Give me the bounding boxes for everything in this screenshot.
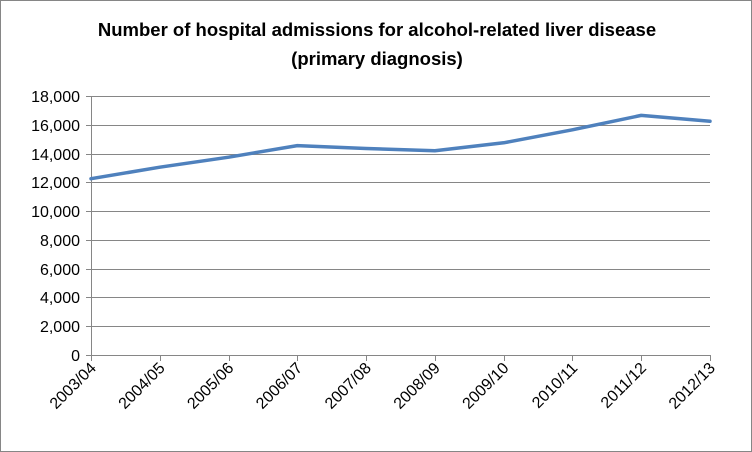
- x-tick-label-0: 2003/04: [47, 360, 100, 413]
- data-point-0-2: [227, 156, 230, 159]
- data-point-0-1: [158, 166, 161, 169]
- x-tick-label-7: 2010/11: [529, 360, 581, 412]
- chart-title: Number of hospital admissions for alcoho…: [1, 15, 752, 73]
- x-tick-label-3: 2006/07: [253, 360, 306, 413]
- data-point-0-7: [571, 128, 574, 131]
- data-point-0-0: [89, 177, 93, 180]
- x-tick-label-9: 2012/13: [666, 360, 719, 413]
- data-point-0-4: [364, 147, 368, 150]
- x-tick-label-5: 2008/09: [391, 360, 444, 413]
- x-tick-label-6: 2009/10: [460, 360, 513, 413]
- data-point-0-9: [708, 120, 712, 123]
- chart-title-line-1: Number of hospital admissions for alcoho…: [97, 19, 657, 40]
- y-tick-label-7: 14,000: [31, 147, 80, 164]
- y-tick-label-3: 6,000: [40, 262, 80, 279]
- y-tick-label-6: 12,000: [31, 175, 80, 192]
- x-tick-label-2: 2005/06: [184, 360, 237, 413]
- data-point-0-3: [296, 144, 299, 147]
- y-tick-label-1: 2,000: [40, 319, 80, 336]
- y-tick-label-0: 0: [71, 348, 80, 365]
- y-tick-label-5: 10,000: [31, 204, 80, 221]
- y-tick-label-2: 4,000: [40, 290, 80, 307]
- chart-title-line-2: (primary diagnosis): [291, 48, 463, 69]
- x-tick-label-8: 2011/12: [598, 360, 650, 412]
- x-tick-label-4: 2007/08: [322, 360, 375, 413]
- x-tick-label-1: 2004/05: [116, 360, 169, 413]
- data-point-0-5: [433, 149, 437, 152]
- y-tick-label-9: 18,000: [31, 89, 80, 106]
- y-tick-label-4: 8,000: [40, 233, 80, 250]
- data-point-0-6: [502, 141, 505, 144]
- series-line-0: [89, 113, 712, 181]
- data-point-0-8: [640, 114, 643, 117]
- y-tick-label-8: 16,000: [31, 118, 80, 135]
